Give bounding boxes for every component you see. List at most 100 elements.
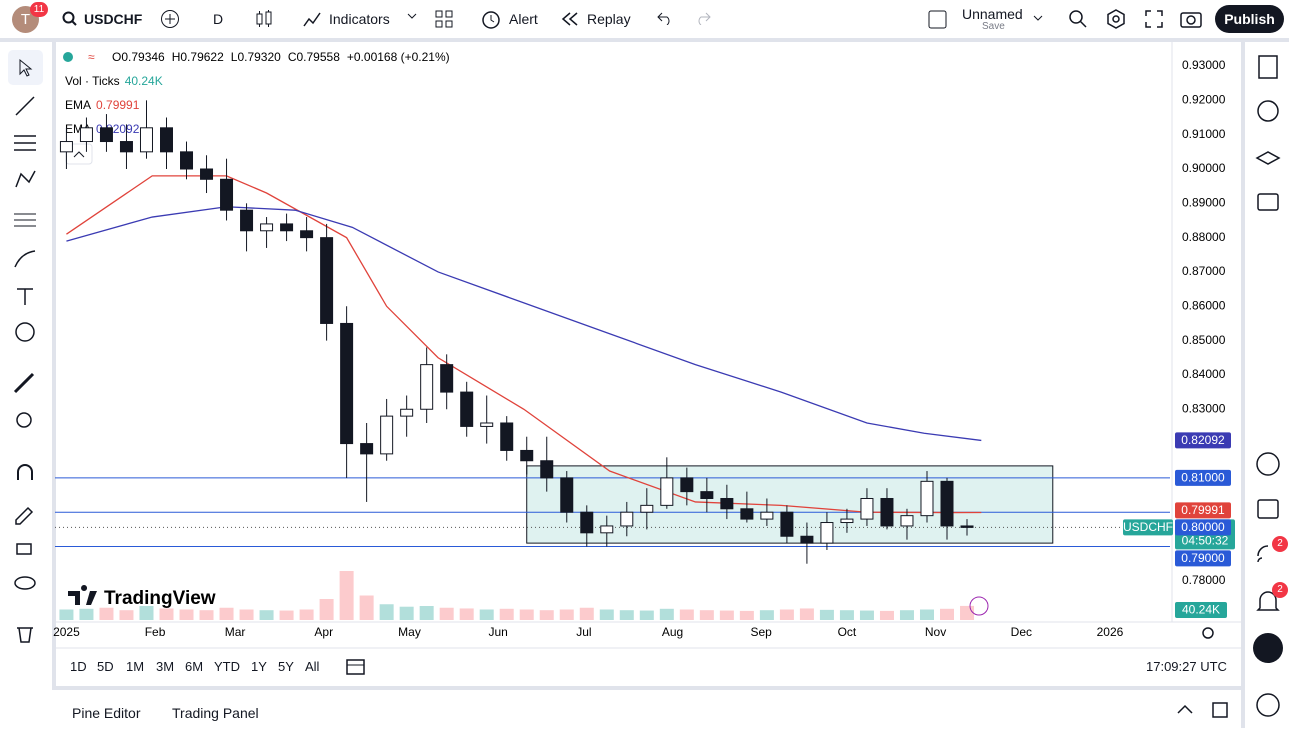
x-tick-label: Nov <box>925 625 946 639</box>
alerts-icon[interactable] <box>1257 100 1279 122</box>
layout-icon[interactable] <box>928 10 948 30</box>
remove-tool[interactable] <box>17 627 33 643</box>
ema-badge <box>1175 432 1231 449</box>
range-button[interactable]: 1Y <box>251 659 267 674</box>
measure-tool[interactable] <box>13 372 35 394</box>
y-tick-label: 0.90000 <box>1182 161 1226 175</box>
legend: ≈ O0.79346 H0.79622 L0.79320 C0.79558 +0.001… <box>63 50 450 165</box>
candle-body <box>260 223 274 232</box>
range-button[interactable]: 1D <box>70 659 87 674</box>
technicals-icon[interactable] <box>1256 452 1280 476</box>
candle-body <box>800 535 814 544</box>
clock: 17:09:27 UTC <box>1146 659 1227 674</box>
candle-body <box>460 391 474 427</box>
text-tool[interactable] <box>17 288 33 305</box>
volume-bar <box>119 610 134 620</box>
candle-body <box>700 491 714 499</box>
range-button[interactable]: 6M <box>185 659 204 674</box>
x-tick-label: Jul <box>576 625 591 639</box>
cursor-tool[interactable] <box>19 58 33 77</box>
quick-search-icon[interactable] <box>1067 8 1089 30</box>
volume-bar <box>839 610 854 620</box>
chat-icon[interactable] <box>1257 193 1279 211</box>
volume-bar <box>719 610 734 620</box>
alert-icon[interactable] <box>480 8 502 30</box>
volume-bar <box>559 609 574 620</box>
replay-button[interactable]: Replay <box>587 11 631 27</box>
layout-name[interactable]: Unnamed <box>962 6 1023 22</box>
news-icon[interactable] <box>1257 545 1269 563</box>
notifications-icon[interactable] <box>1256 591 1280 611</box>
save-label[interactable]: Save <box>982 21 1005 32</box>
add-symbol-icon[interactable] <box>160 9 180 29</box>
magnet-tool[interactable] <box>17 464 33 480</box>
projection-tool[interactable] <box>14 213 36 227</box>
maximize-icon[interactable] <box>1212 702 1228 718</box>
visibility-tool[interactable] <box>14 576 36 590</box>
volume-bar <box>359 595 374 620</box>
y-tick-label: 0.78000 <box>1182 573 1226 587</box>
stay-drawing-tool[interactable] <box>15 506 34 525</box>
dropdown-icon[interactable] <box>1033 15 1043 23</box>
replay-icon[interactable] <box>561 11 579 27</box>
settings-icon[interactable] <box>1105 8 1127 30</box>
drawing-toolbar <box>0 42 56 688</box>
icon-tool[interactable] <box>15 322 35 342</box>
watchlist-icon[interactable] <box>1258 55 1278 79</box>
snapshot-icon[interactable] <box>1180 9 1202 29</box>
range-button[interactable]: 5D <box>97 659 114 674</box>
publish-button[interactable]: Publish <box>1215 5 1284 33</box>
indicators-button[interactable]: Indicators <box>329 11 390 27</box>
news-badge: 2 <box>1272 536 1288 552</box>
help-icon[interactable] <box>1256 693 1280 717</box>
range-button[interactable]: 1M <box>126 659 145 674</box>
collapse-arrow <box>73 151 85 158</box>
ema-line <box>66 175 982 514</box>
panel-tab[interactable]: Trading Panel <box>172 705 259 721</box>
candle-body <box>420 364 434 410</box>
volume-bar <box>579 607 594 620</box>
date-range-icon[interactable] <box>346 657 366 675</box>
fib-tool[interactable] <box>14 135 36 151</box>
candle-body <box>580 511 594 534</box>
trendline-tool[interactable] <box>15 96 35 116</box>
notifications-badge: 2 <box>1272 582 1288 598</box>
range-button[interactable]: 3M <box>156 659 175 674</box>
indicators-icon[interactable] <box>302 9 322 29</box>
candle-body <box>640 504 654 513</box>
volume-bar <box>539 610 554 620</box>
volume-label: Vol · Ticks <box>65 74 120 88</box>
alert-button[interactable]: Alert <box>509 11 538 27</box>
panel-tab[interactable]: Pine Editor <box>72 705 141 721</box>
lock-tool[interactable] <box>16 543 32 555</box>
range-button[interactable]: YTD <box>214 659 240 674</box>
undo-icon[interactable] <box>657 11 673 25</box>
symbol[interactable]: USDCHF <box>84 11 143 27</box>
volume-bar <box>399 606 414 620</box>
volume-bar <box>479 609 494 620</box>
x-tick-label: May <box>398 625 421 639</box>
calendar-icon[interactable] <box>1257 499 1279 519</box>
templates-icon[interactable] <box>434 9 454 29</box>
chart-type-icon[interactable] <box>255 9 273 29</box>
interval[interactable]: D <box>213 11 224 27</box>
pattern-tool[interactable] <box>15 170 36 188</box>
candle-body <box>920 480 934 517</box>
collapse-icon[interactable] <box>1177 704 1193 714</box>
volume-bar <box>739 610 754 620</box>
bottom-panel: Pine Editor Trading Panel <box>52 686 1241 732</box>
data-window-icon[interactable] <box>1255 151 1281 165</box>
fullscreen-icon[interactable] <box>1144 9 1164 29</box>
range-button[interactable]: 5Y <box>278 659 294 674</box>
brush-tool[interactable] <box>14 250 36 268</box>
candle-body <box>440 364 454 393</box>
apps-icon[interactable] <box>1253 633 1283 663</box>
zoom-tool[interactable] <box>16 412 32 428</box>
volume-bar <box>960 605 975 620</box>
ema-badge-label: 0.82092 <box>1181 433 1225 447</box>
volume-bar <box>59 609 74 620</box>
range-button[interactable]: All <box>305 659 320 674</box>
volume-bar <box>499 608 514 620</box>
dropdown-icon[interactable] <box>407 13 417 21</box>
